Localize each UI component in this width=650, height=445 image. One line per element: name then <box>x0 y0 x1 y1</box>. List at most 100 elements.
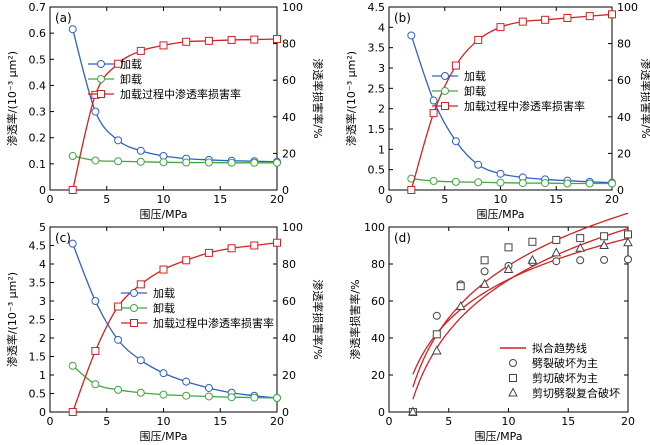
data-point <box>182 256 191 265</box>
y-tick-label: 4 <box>378 21 385 34</box>
panel-tag: (b) <box>394 11 411 25</box>
y-tick-label: 3 <box>378 62 385 75</box>
y-tick-label: 0.7 <box>29 1 47 14</box>
x-tick-label: 10 <box>157 193 171 206</box>
y-axis-label-left: 渗透率/(10⁻³ μm²) <box>5 51 19 146</box>
data-point <box>136 157 145 166</box>
data-point <box>250 393 259 402</box>
legend-label: 卸载 <box>120 72 142 86</box>
x-tick-label: 5 <box>103 415 110 428</box>
panel-c: 0 5 10 15 20 围压/MPa 0 0.5 1 1.5 2 2.5 3 3.5 4 4.5 5 渗透率/(… <box>5 221 325 443</box>
data-point <box>136 356 145 365</box>
data-point <box>541 15 550 24</box>
data-point <box>68 152 77 161</box>
panel-tag: (d) <box>394 231 411 245</box>
y-tick-label: 4 <box>39 258 46 271</box>
y-tick-label: 0.4 <box>29 79 47 92</box>
x-tick-label: 15 <box>213 415 227 428</box>
data-point <box>273 35 281 44</box>
data-point <box>204 392 213 401</box>
data-point <box>518 179 527 188</box>
data-point <box>68 361 77 370</box>
y-tick-label-right: 60 <box>282 295 296 308</box>
data-point <box>480 256 489 265</box>
data-point <box>136 388 145 397</box>
legend-swatch <box>441 72 449 80</box>
y-tick-label-right: 20 <box>282 147 296 160</box>
data-point <box>204 383 213 392</box>
data-point <box>159 369 168 378</box>
data-point <box>575 242 586 252</box>
x-tick-label: 20 <box>270 415 284 428</box>
legend-label: 剪切劈裂复合破坏 <box>532 386 620 400</box>
data-point <box>552 257 561 266</box>
data-point <box>159 390 168 399</box>
data-point <box>227 244 236 253</box>
series-line-0 <box>72 29 278 163</box>
y-tick-label: 1.5 <box>29 351 47 364</box>
legend-swatch <box>130 304 138 312</box>
x-tick-label: 0 <box>386 193 393 206</box>
data-point <box>204 158 213 167</box>
data-point <box>624 255 632 264</box>
y-tick-label-right: 20 <box>617 147 631 160</box>
data-point <box>114 59 123 68</box>
legend-swatch <box>130 289 138 297</box>
legend-swatch <box>130 319 138 327</box>
data-point <box>136 280 145 289</box>
y-tick-label: 2 <box>378 103 385 116</box>
data-point <box>528 237 537 246</box>
y-tick-label-right: 60 <box>617 74 631 87</box>
data-point <box>518 17 527 26</box>
x-tick-label: 0 <box>386 415 393 428</box>
data-point <box>273 158 281 167</box>
legend-label: 劈裂破坏为主 <box>532 356 598 370</box>
y-tick-label: 0 <box>378 406 385 419</box>
x-axis-label: 围压/MPa <box>474 430 522 443</box>
data-point <box>480 267 489 276</box>
y-tick-label: 0 <box>39 406 46 419</box>
legend-label: 加载 <box>464 70 486 83</box>
y-tick-label: 20 <box>371 369 385 382</box>
data-point <box>136 146 145 155</box>
data-point <box>541 179 550 188</box>
x-tick-label: 20 <box>621 415 635 428</box>
series-line-0 <box>410 35 613 184</box>
legend-swatch <box>97 60 105 68</box>
x-tick-label: 0 <box>47 415 54 428</box>
data-point <box>479 278 490 288</box>
y-tick-label-right: 0 <box>617 184 624 197</box>
y-tick-label: 0.6 <box>29 27 47 40</box>
data-point <box>600 255 609 264</box>
y-tick-label: 4.5 <box>29 240 47 253</box>
y-axis-label-right: 渗透率损害率/% <box>639 58 650 138</box>
data-point <box>227 393 236 402</box>
y-tick-label: 100 <box>364 221 385 234</box>
legend-label: 加载 <box>120 58 142 71</box>
data-point <box>552 235 561 244</box>
data-point <box>91 380 100 389</box>
data-point <box>68 408 77 416</box>
data-point <box>585 179 594 188</box>
y-tick-label-right: 60 <box>282 74 296 87</box>
data-point <box>576 256 585 265</box>
x-axis-label: 围压/MPa <box>139 208 187 221</box>
legend-swatch <box>97 75 105 83</box>
data-point <box>159 265 168 274</box>
data-point <box>159 158 168 167</box>
x-axis-label: 围压/MPa <box>476 208 524 221</box>
y-tick-label: 2 <box>39 332 46 345</box>
y-tick-label: 0.2 <box>29 132 47 145</box>
data-point <box>182 158 191 167</box>
series-line-2 <box>72 242 278 413</box>
data-point <box>227 158 236 167</box>
data-point <box>474 160 483 169</box>
data-point <box>599 239 609 249</box>
x-tick-label: 5 <box>103 193 110 206</box>
data-point <box>204 36 213 45</box>
fit-line-0 <box>412 237 629 375</box>
data-point <box>623 237 633 247</box>
y-tick-label-right: 80 <box>617 38 631 51</box>
x-tick-label: 5 <box>441 193 448 206</box>
